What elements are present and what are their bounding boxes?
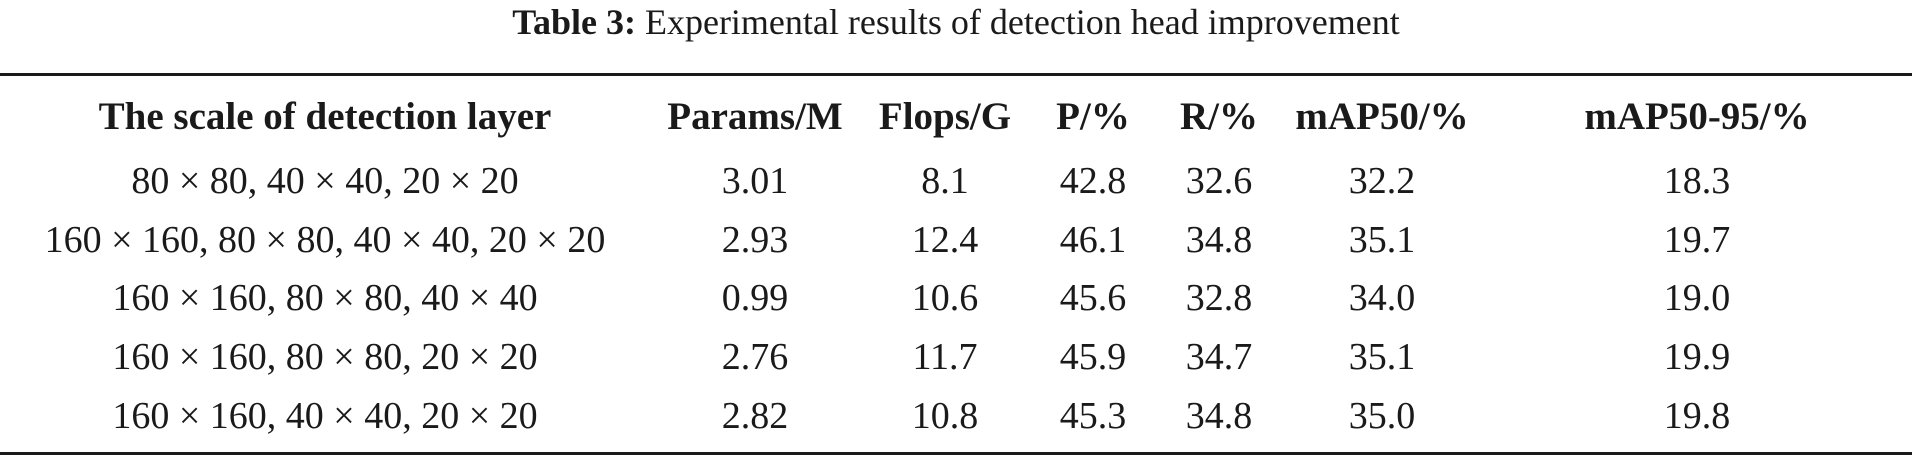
- table-bottom-rule: [0, 452, 1912, 455]
- table-row: 160 × 160, 80 × 80, 40 × 40 0.99 10.6 45…: [0, 269, 1912, 328]
- table-cell: 19.9: [1663, 336, 1731, 379]
- table-caption-text: Experimental results of detection head i…: [644, 2, 1400, 42]
- table-cell: 18.3: [1663, 160, 1731, 203]
- table-cell: 34.8: [1185, 218, 1253, 261]
- table-cell: 45.3: [1059, 394, 1127, 437]
- table-cell: 11.7: [912, 336, 978, 379]
- table-cell: 80 × 80, 40 × 40, 20 × 20: [131, 160, 519, 203]
- table-cell: 160 × 160, 80 × 80, 40 × 40, 20 × 20: [44, 218, 606, 261]
- table-cell: 2.93: [721, 218, 789, 261]
- column-header-precision: P/%: [1056, 94, 1130, 138]
- table-cell: 10.8: [911, 394, 979, 437]
- table-cell: 12.4: [911, 218, 979, 261]
- table-cell: 19.0: [1663, 277, 1731, 320]
- results-table: The scale of detection layer Params/M Fl…: [0, 80, 1912, 445]
- table-cell: 32.8: [1185, 277, 1253, 320]
- table-cell: 45.6: [1059, 277, 1127, 320]
- table-cell: 8.1: [921, 160, 969, 203]
- table-cell: 19.8: [1663, 394, 1731, 437]
- column-header-flops: Flops/G: [878, 94, 1012, 138]
- table-cell: 160 × 160, 80 × 80, 20 × 20: [112, 336, 538, 379]
- table-cell: 160 × 160, 80 × 80, 40 × 40: [112, 277, 538, 320]
- table-row: 160 × 160, 80 × 80, 40 × 40, 20 × 20 2.9…: [0, 211, 1912, 270]
- table-header-row: The scale of detection layer Params/M Fl…: [0, 80, 1912, 152]
- table-cell: 34.0: [1348, 277, 1416, 320]
- column-header-scale: The scale of detection layer: [98, 94, 552, 138]
- table-cell: 34.8: [1185, 394, 1253, 437]
- column-header-recall: R/%: [1180, 94, 1258, 138]
- table-cell: 19.7: [1663, 218, 1731, 261]
- table-cell: 160 × 160, 40 × 40, 20 × 20: [112, 394, 538, 437]
- table-cell: 35.1: [1348, 218, 1416, 261]
- table-cell: 32.6: [1185, 160, 1253, 203]
- table-cell: 35.0: [1348, 394, 1416, 437]
- column-header-map50-95: mAP50-95/%: [1584, 94, 1810, 138]
- table-cell: 10.6: [911, 277, 979, 320]
- table-cell: 3.01: [721, 160, 789, 203]
- table-row: 160 × 160, 40 × 40, 20 × 20 2.82 10.8 45…: [0, 386, 1912, 445]
- table-cell: 35.1: [1348, 336, 1416, 379]
- column-header-params: Params/M: [667, 94, 843, 138]
- table-cell: 46.1: [1059, 218, 1127, 261]
- table-row: 80 × 80, 40 × 40, 20 × 20 3.01 8.1 42.8 …: [0, 152, 1912, 211]
- column-header-map50: mAP50/%: [1295, 94, 1469, 138]
- table-cell: 32.2: [1348, 160, 1416, 203]
- table-caption: Table 3: Experimental results of detecti…: [0, 0, 1912, 44]
- table-cell: 2.82: [721, 394, 789, 437]
- table-caption-label: Table 3:: [512, 2, 636, 42]
- table-cell: 42.8: [1059, 160, 1127, 203]
- table-row: 160 × 160, 80 × 80, 20 × 20 2.76 11.7 45…: [0, 328, 1912, 387]
- table-cell: 45.9: [1059, 336, 1127, 379]
- table-cell: 34.7: [1185, 336, 1253, 379]
- table-top-rule: [0, 73, 1912, 76]
- table-cell: 2.76: [721, 336, 789, 379]
- table-cell: 0.99: [721, 277, 789, 320]
